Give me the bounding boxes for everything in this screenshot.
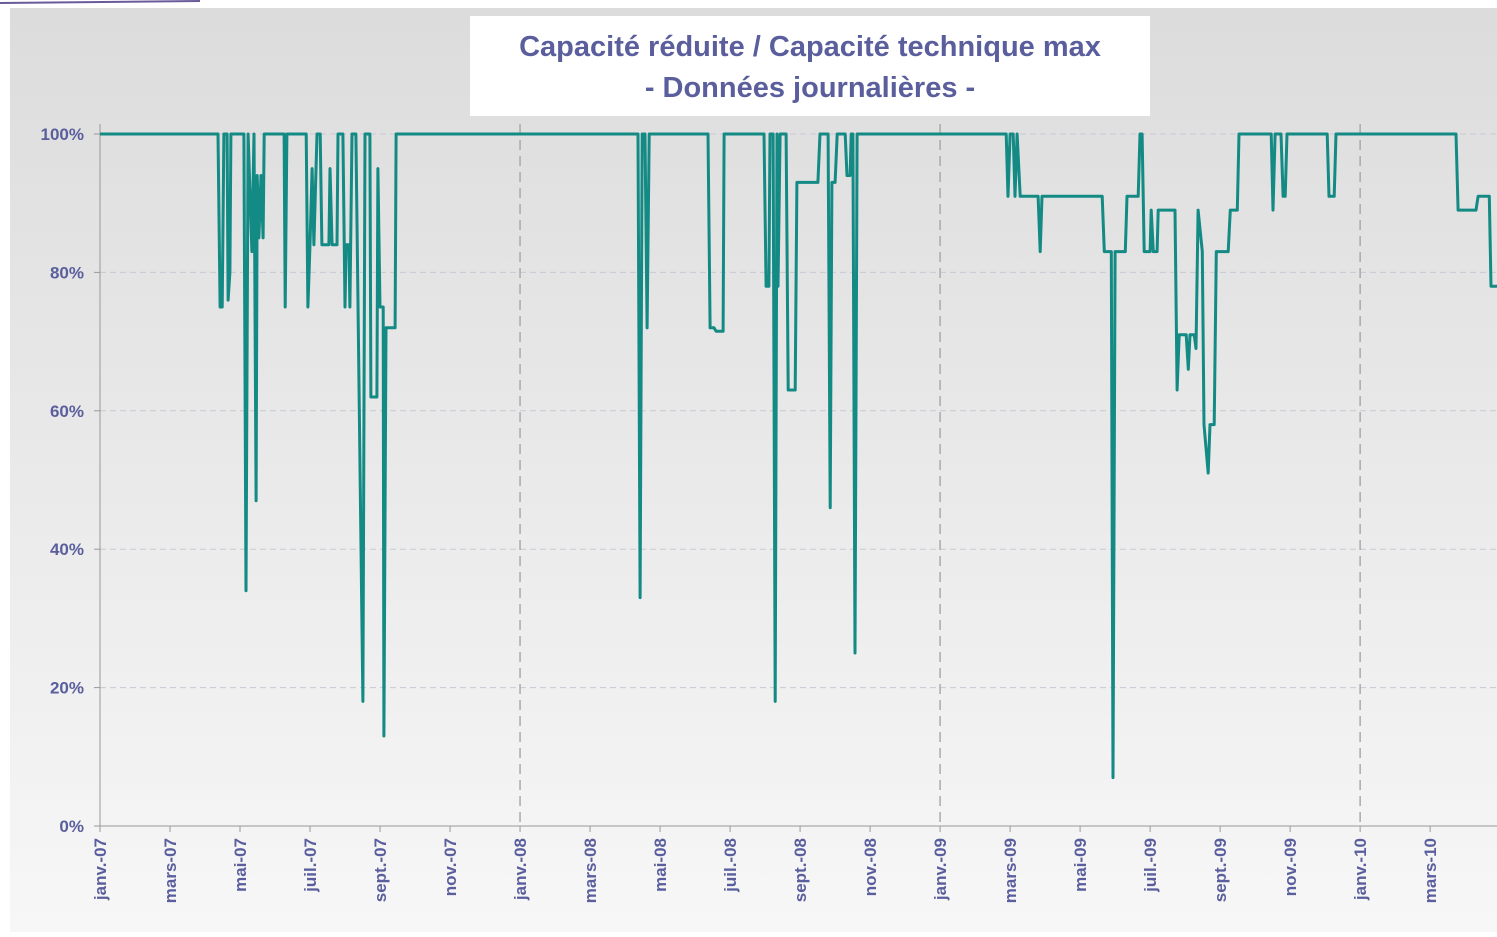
- x-tick-label: mars-10: [1421, 838, 1440, 903]
- title-box: [470, 16, 1150, 116]
- data-line: [100, 132, 1497, 780]
- x-tick-label: sept.-09: [1211, 838, 1230, 902]
- y-tick-label: 0%: [59, 817, 84, 836]
- y-tick-label: 80%: [50, 263, 84, 282]
- chart-title: Capacité réduite / Capacité technique ma…: [519, 31, 1101, 63]
- x-tick-label: sept.-07: [371, 838, 390, 902]
- x-tick-label: mars-07: [161, 838, 180, 903]
- x-tick-label: nov.-08: [861, 838, 880, 896]
- y-tick-label: 60%: [50, 402, 84, 421]
- x-tick-label: mai-08: [651, 838, 670, 892]
- x-tick-label: janv.-08: [511, 838, 530, 901]
- x-tick-label: mai-07: [231, 838, 250, 892]
- chart-subtitle: - Données journalières -: [645, 72, 975, 104]
- x-tick-label: janv.-07: [91, 838, 110, 901]
- x-tick-label: mars-09: [1001, 838, 1020, 903]
- x-tick-label: nov.-09: [1281, 838, 1300, 896]
- corner-decoration: [0, 0, 201, 4]
- x-tick-label: juil.-07: [301, 838, 320, 893]
- x-tick-label: juil.-09: [1141, 838, 1160, 893]
- y-tick-label: 20%: [50, 679, 84, 698]
- x-tick-label: sept.-08: [791, 838, 810, 902]
- x-tick-label: mars-08: [581, 838, 600, 903]
- x-tick-label: janv.-09: [931, 838, 950, 901]
- x-tick-label: mai-09: [1071, 838, 1090, 892]
- y-tick-label: 100%: [41, 125, 84, 144]
- y-tick-label: 40%: [50, 540, 84, 559]
- x-tick-label: janv.-10: [1351, 838, 1370, 901]
- chart-background: [10, 8, 1497, 932]
- x-tick-label: nov.-07: [441, 838, 460, 896]
- x-tick-label: juil.-08: [721, 838, 740, 893]
